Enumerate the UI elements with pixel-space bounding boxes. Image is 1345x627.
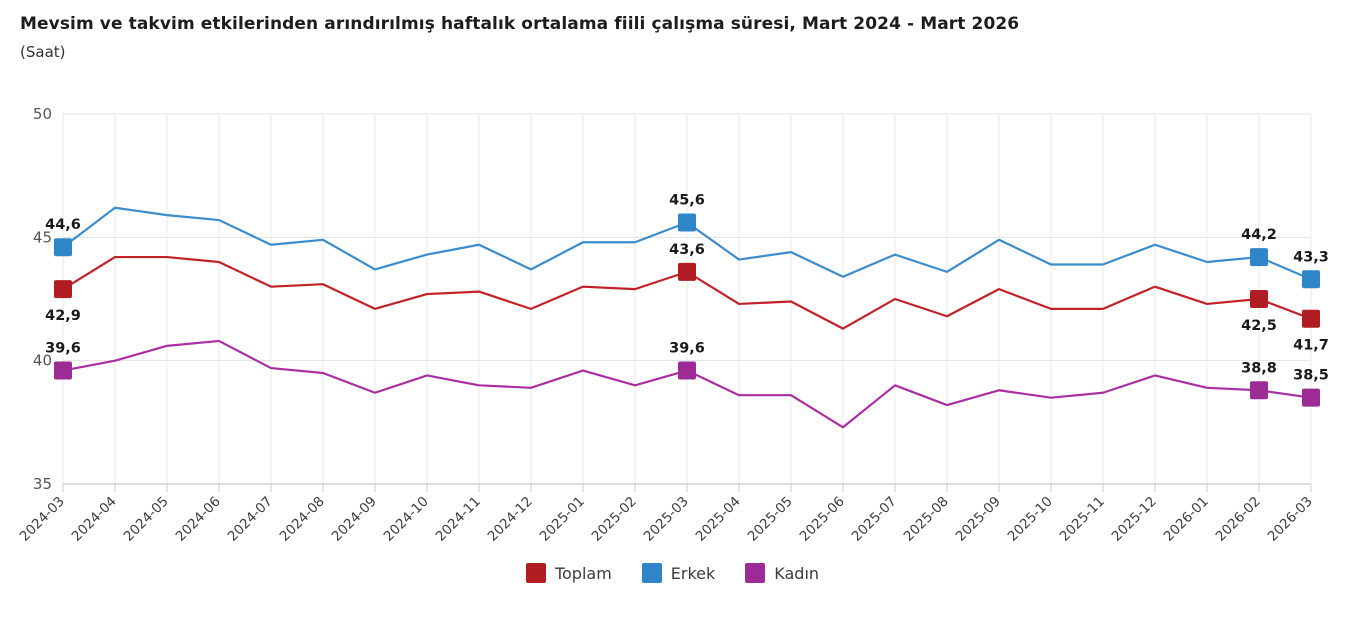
legend-label-toplam: Toplam (554, 563, 612, 583)
legend-swatch-erkek (641, 563, 662, 583)
data-point-marker-toplam[interactable] (1250, 290, 1268, 308)
legend-swatch-toplam (525, 563, 546, 583)
x-axis-tick-label: 2024-05 (121, 494, 172, 545)
legend-item-toplam[interactable]: Toplam (525, 563, 612, 583)
x-axis-tick-label: 2026-01 (1161, 494, 1212, 545)
chart-subtitle: (Saat) (20, 43, 66, 61)
data-point-marker-erkek[interactable] (678, 213, 696, 232)
chart-title: Mevsim ve takvim etkilerinden arındırılm… (20, 14, 1020, 34)
data-point-label: 43,3 (1293, 249, 1329, 265)
y-axis-tick-label: 45 (33, 228, 52, 246)
line-chart: 35 40 45 50 2024-03 2024-04 2024-05 2024-06 2024… (0, 85, 1345, 557)
data-point-marker-toplam[interactable] (54, 280, 72, 299)
data-point-marker-kadın[interactable] (1250, 381, 1268, 400)
data-point-label: 38,5 (1293, 368, 1329, 384)
x-axis-tick-label: 2025-05 (745, 494, 796, 545)
data-point-label: 45,6 (669, 193, 705, 209)
x-axis-tick-label: 2025-03 (641, 494, 692, 545)
x-axis-tick-label: 2025-10 (1005, 494, 1056, 545)
data-point-label: 43,6 (669, 242, 705, 258)
data-point-marker-kadın[interactable] (678, 361, 696, 380)
x-axis-tick-label: 2024-06 (173, 494, 224, 545)
data-point-marker-toplam[interactable] (678, 262, 696, 281)
legend-label-kadin: Kadın (774, 563, 820, 583)
x-axis-tick-label: 2025-06 (797, 494, 848, 545)
y-axis-tick-label: 40 (33, 352, 52, 370)
legend-item-erkek[interactable]: Erkek (641, 563, 716, 583)
x-axis-tick-label: 2024-09 (329, 494, 380, 545)
data-point-label: 38,8 (1241, 360, 1277, 376)
x-axis-tick-label: 2026-02 (1213, 494, 1264, 545)
x-axis-tick-label: 2024-07 (225, 494, 276, 545)
x-axis-tick-label: 2024-10 (381, 494, 432, 545)
data-point-label: 42,5 (1241, 318, 1277, 334)
legend-label-erkek: Erkek (670, 563, 716, 583)
data-point-marker-erkek[interactable] (1250, 248, 1268, 267)
data-point-label: 42,9 (45, 308, 81, 324)
legend-item-kadin[interactable]: Kadın (745, 563, 819, 583)
x-axis-tick-label: 2025-04 (693, 494, 744, 545)
x-axis-tick-label: 2024-12 (485, 494, 536, 545)
x-axis-tick-label: 2025-02 (589, 494, 640, 545)
x-axis-tick-label: 2025-11 (1057, 494, 1108, 545)
data-point-label: 44,2 (1241, 227, 1277, 243)
data-point-marker-erkek[interactable] (54, 238, 72, 257)
data-point-marker-kadın[interactable] (54, 361, 72, 380)
x-axis-tick-label: 2024-08 (277, 494, 328, 545)
data-point-label: 39,6 (669, 341, 705, 357)
chart-legend: Toplam Erkek Kadın (0, 563, 1345, 583)
x-axis-tick-label: 2026-03 (1265, 494, 1316, 545)
x-axis-tick-label: 2025-08 (901, 494, 952, 545)
data-point-marker-kadın[interactable] (1302, 388, 1320, 407)
x-axis-tick-label: 2025-01 (537, 494, 588, 545)
x-axis-tick-label: 2024-03 (17, 494, 68, 545)
data-point-label: 39,6 (45, 341, 81, 357)
x-axis-tick-label: 2025-07 (849, 494, 900, 545)
x-axis-tick-label: 2025-12 (1109, 494, 1160, 545)
legend-swatch-kadin (745, 563, 766, 583)
data-point-marker-toplam[interactable] (1302, 309, 1320, 328)
y-axis-tick-label: 50 (33, 105, 52, 123)
x-axis-tick-label: 2024-11 (433, 494, 484, 545)
y-axis-tick-label: 35 (33, 475, 52, 493)
data-point-label: 41,7 (1293, 338, 1329, 354)
x-axis-tick-label: 2025-09 (953, 494, 1004, 545)
data-point-marker-erkek[interactable] (1302, 270, 1320, 289)
data-point-label: 44,6 (45, 217, 81, 233)
x-axis-tick-label: 2024-04 (69, 494, 120, 545)
